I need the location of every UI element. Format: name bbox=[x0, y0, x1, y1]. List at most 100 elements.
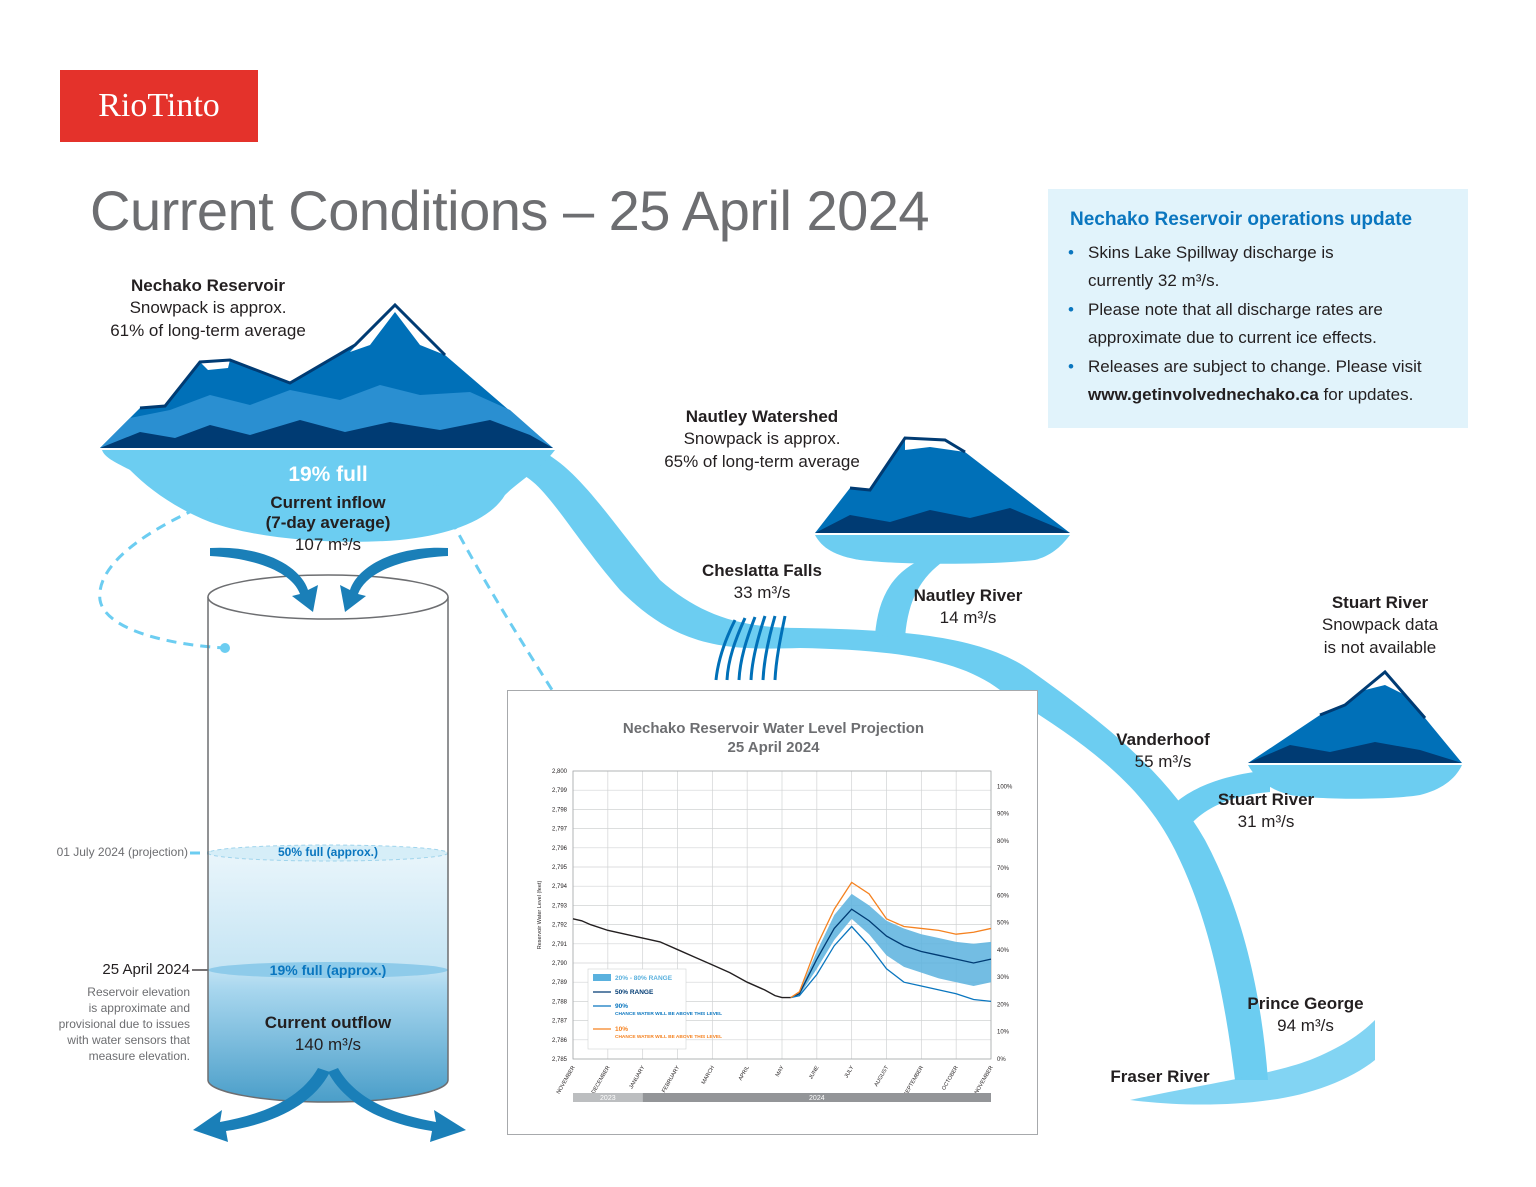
current-date: 25 April 2024 bbox=[102, 961, 190, 978]
update-text: for updates. bbox=[1318, 385, 1414, 404]
inflow-label: Current inflow bbox=[270, 493, 386, 512]
projection-level: 50% full (approx.) bbox=[277, 845, 378, 859]
month-label: FEBRUARY bbox=[661, 1065, 681, 1094]
outflow-arrows bbox=[193, 1068, 466, 1142]
water-level-chart: Nechako Reservoir Water Level Projection… bbox=[507, 690, 1038, 1135]
month-label: JANUARY bbox=[628, 1065, 646, 1090]
month-label: NOVEMBER bbox=[974, 1065, 995, 1095]
y-axis-label: Reservoir Water Level (feet) bbox=[537, 881, 543, 950]
y-tick-label: 2,787 bbox=[552, 1019, 568, 1025]
y-tick-label: 2,796 bbox=[552, 846, 568, 852]
stuart-river-branch bbox=[1160, 770, 1270, 840]
update-item: Skins Lake Spillway discharge is current… bbox=[1068, 239, 1453, 295]
elevation-note-line: Reservoir elevation bbox=[87, 985, 190, 999]
y-tick-label: 2,785 bbox=[552, 1057, 568, 1063]
series-line-median bbox=[790, 908, 992, 999]
month-label: OCTOBER bbox=[941, 1065, 960, 1091]
cheslatta-falls-icon bbox=[714, 615, 787, 681]
prince-george-value: 94 m³/s bbox=[1277, 1016, 1334, 1035]
prince-george-name: Prince George bbox=[1247, 994, 1364, 1013]
month-label: JULY bbox=[844, 1065, 856, 1080]
y-tick-label: 2,798 bbox=[552, 807, 568, 813]
y2-tick-label: 60% bbox=[997, 893, 1010, 899]
legend-frame bbox=[587, 968, 687, 1050]
operations-update-list: Skins Lake Spillway discharge is current… bbox=[1068, 239, 1453, 410]
page-title: Current Conditions – 25 April 2024 bbox=[90, 179, 930, 242]
month-label: AUGUST bbox=[874, 1064, 891, 1087]
nautley-mountain bbox=[815, 436, 1070, 533]
stuart-river-value: 31 m³/s bbox=[1237, 812, 1295, 831]
outflow-label-group: Current outflow 140 m³/s bbox=[228, 1013, 428, 1056]
y-tick-label: 2,786 bbox=[552, 1038, 568, 1044]
nautley-snowpack-line2: 65% of long-term average bbox=[664, 452, 860, 471]
y2-tick-label: 70% bbox=[997, 866, 1010, 872]
y2-tick-label: 90% bbox=[997, 812, 1010, 818]
nechako-reservoir-name: Nechako Reservoir bbox=[130, 276, 286, 295]
inflow-arrows bbox=[210, 547, 448, 612]
stuart-river-label: Stuart River 31 m³/s bbox=[1196, 790, 1336, 833]
legend-label: 10% bbox=[615, 1026, 628, 1033]
y-tick-label: 2,791 bbox=[552, 942, 568, 948]
rio-tinto-logo: RioTinto bbox=[60, 70, 258, 142]
legend-sublabel: CHANCE WATER WILL BE ABOVE THIS LEVEL bbox=[615, 1034, 722, 1040]
y2-tick-label: 30% bbox=[997, 975, 1010, 981]
nechako-snowpack-line1: Snowpack is approx. bbox=[129, 298, 287, 317]
elevation-note-line: is approximate and bbox=[88, 1001, 190, 1015]
fraser-river-label: Fraser River bbox=[1100, 1067, 1220, 1087]
inflow-value: 107 m³/s bbox=[294, 535, 362, 554]
y-tick-label: 2,788 bbox=[552, 999, 568, 1005]
website-link[interactable]: www.getinvolvednechako.ca bbox=[1088, 385, 1319, 404]
y-tick-label: 2,795 bbox=[552, 865, 568, 871]
nautley-river-name: Nautley River bbox=[913, 586, 1023, 605]
month-label: NOVEMBER bbox=[556, 1065, 577, 1095]
stuart-mountain bbox=[1248, 669, 1462, 763]
nechako-mountains bbox=[100, 302, 553, 448]
operations-update-heading: Nechako Reservoir operations update bbox=[1070, 209, 1413, 230]
nautley-watershed-name: Nautley Watershed bbox=[685, 407, 839, 426]
y2-tick-label: 50% bbox=[997, 921, 1010, 927]
elevation-note-line: with water sensors that bbox=[67, 1033, 190, 1047]
nautley-river-branch bbox=[875, 560, 945, 638]
legend-label: 20% - 80% RANGE bbox=[615, 975, 673, 982]
update-text: Skins Lake Spillway discharge is bbox=[1088, 243, 1334, 262]
y-tick-label: 2,797 bbox=[552, 827, 568, 833]
chart-title: Nechako Reservoir Water Level Projection bbox=[622, 720, 925, 737]
projection-date: 01 July 2024 (projection) bbox=[56, 845, 188, 859]
chart-subtitle: 25 April 2024 bbox=[727, 739, 820, 756]
y2-tick-label: 10% bbox=[997, 1030, 1010, 1036]
y-tick-label: 2,790 bbox=[552, 961, 568, 967]
nechako-snowpack-line2: 61% of long-term average bbox=[110, 321, 306, 340]
vanderhoof-label: Vanderhoof 55 m³/s bbox=[1093, 730, 1233, 773]
range-band bbox=[790, 893, 991, 998]
nautley-snowpack-line1: Snowpack is approx. bbox=[683, 429, 841, 448]
year-label: 2024 bbox=[809, 1095, 825, 1102]
stuart-lake bbox=[1248, 765, 1462, 799]
outflow-label: Current outflow bbox=[264, 1013, 392, 1032]
stuart-watershed-label: Stuart River Snowpack data is not availa… bbox=[1300, 593, 1460, 659]
reservoir-full: 19% full bbox=[288, 463, 368, 486]
cheslatta-falls-label: Cheslatta Falls 33 m³/s bbox=[682, 561, 842, 604]
y-tick-label: 2,792 bbox=[552, 923, 568, 929]
series-line-observed bbox=[572, 918, 791, 999]
y-tick-label: 2,793 bbox=[552, 903, 568, 909]
fraser-river-name: Fraser River bbox=[1110, 1067, 1210, 1086]
vanderhoof-value: 55 m³/s bbox=[1134, 752, 1192, 771]
prince-george-label: Prince George 94 m³/s bbox=[1228, 994, 1383, 1037]
y-tick-label: 2,800 bbox=[552, 769, 568, 775]
series-line-p90 bbox=[790, 925, 992, 1003]
elevation-note: Reservoir elevation is approximate and p… bbox=[20, 984, 190, 1064]
nechako-lake bbox=[102, 450, 555, 542]
nechako-river bbox=[505, 450, 1268, 1080]
inflow-sub: (7-day average) bbox=[265, 513, 391, 532]
update-item: Please note that all discharge rates are… bbox=[1068, 296, 1453, 352]
month-label: MAY bbox=[775, 1065, 786, 1078]
y2-tick-label: 0% bbox=[997, 1057, 1006, 1063]
nautley-watershed-label: Nautley Watershed Snowpack is approx. 65… bbox=[652, 407, 872, 473]
y2-tick-label: 20% bbox=[997, 1002, 1010, 1008]
y2-tick-label: 40% bbox=[997, 948, 1010, 954]
stuart-snowpack-line1: Snowpack data bbox=[1321, 615, 1439, 634]
stuart-river-name: Stuart River bbox=[1217, 790, 1315, 809]
cheslatta-name: Cheslatta Falls bbox=[702, 561, 822, 580]
